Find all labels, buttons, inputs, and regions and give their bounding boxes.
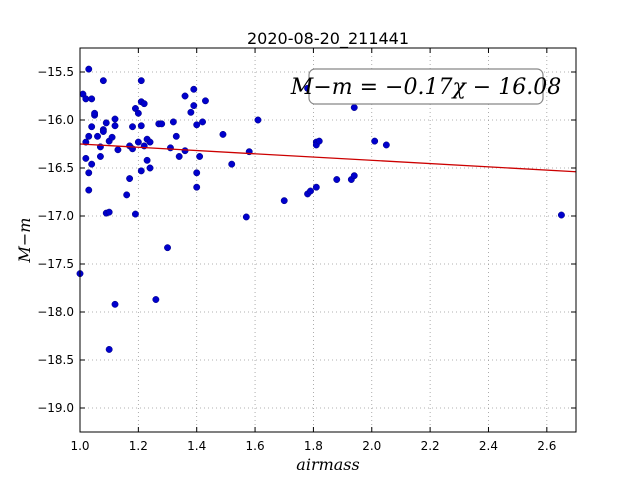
- data-point: [152, 296, 160, 303]
- data-point: [91, 109, 99, 117]
- data-point: [307, 187, 314, 195]
- data-point: [158, 120, 166, 128]
- data-point: [219, 130, 227, 138]
- data-point: [169, 118, 177, 126]
- y-axis-ticks: −15.5 −16.0 −16.5 −17.0 −17.5 −18.0 −18.5 −19.0: [37, 65, 576, 415]
- data-point: [333, 176, 341, 183]
- data-point: [190, 102, 198, 110]
- x-tick-label: 2.4: [479, 439, 498, 453]
- data-point: [88, 160, 96, 168]
- x-tick-label: 1.0: [70, 439, 89, 453]
- data-point: [164, 244, 171, 252]
- y-tick-label: −15.5: [37, 65, 74, 79]
- data-point: [82, 95, 90, 103]
- data-point: [99, 77, 107, 85]
- data-point: [315, 137, 323, 145]
- x-tick-label: 1.4: [187, 439, 206, 453]
- data-point: [108, 133, 116, 141]
- data-point: [193, 121, 201, 129]
- y-tick-label: −17.0: [37, 209, 74, 223]
- data-point: [196, 153, 204, 160]
- data-point: [102, 119, 110, 127]
- data-point: [111, 115, 119, 123]
- data-points: [76, 65, 565, 353]
- data-point: [111, 122, 119, 130]
- data-point: [123, 191, 131, 199]
- grid-lines: [79, 48, 576, 432]
- data-point: [94, 132, 101, 140]
- data-point: [85, 169, 93, 177]
- y-tick-label: −17.5: [37, 257, 74, 271]
- data-point: [146, 164, 154, 172]
- data-point: [280, 197, 288, 205]
- data-point: [131, 210, 139, 218]
- data-point: [199, 118, 206, 126]
- data-point: [242, 213, 250, 221]
- data-point: [137, 167, 145, 175]
- data-point: [146, 138, 154, 146]
- x-axis-label: airmass: [296, 455, 359, 474]
- fit-equation-box: M−m = −0.17χ − 16.08: [290, 68, 561, 105]
- data-point: [382, 141, 390, 149]
- x-tick-label: 2.2: [421, 439, 440, 453]
- data-point: [371, 137, 379, 145]
- data-point: [111, 300, 119, 308]
- plot-frame: [79, 47, 577, 433]
- data-point: [140, 100, 148, 108]
- data-point: [187, 108, 195, 116]
- data-point: [88, 123, 96, 131]
- data-point: [190, 85, 198, 93]
- data-point: [85, 132, 93, 140]
- x-tick-label: 2.6: [537, 439, 556, 453]
- data-point: [350, 104, 358, 111]
- data-point: [228, 160, 236, 168]
- data-point: [134, 138, 142, 146]
- x-tick-label: 1.6: [246, 439, 265, 453]
- data-point: [175, 153, 183, 160]
- data-point: [129, 123, 136, 131]
- fit-equation: M−m = −0.17χ − 16.08: [290, 75, 561, 100]
- chart-title: 2020-08-20_211441: [247, 29, 409, 49]
- y-tick-label: −16.0: [37, 113, 74, 127]
- data-point: [114, 146, 122, 154]
- data-point: [99, 128, 107, 135]
- y-axis-label: M−m: [15, 218, 34, 264]
- data-point: [82, 154, 90, 162]
- y-tick-label: −19.0: [37, 401, 74, 415]
- data-point: [557, 211, 565, 219]
- data-point: [85, 65, 93, 73]
- data-point: [105, 208, 113, 216]
- data-point: [193, 169, 201, 177]
- y-tick-label: −18.5: [37, 353, 74, 367]
- fit-line: [79, 143, 577, 173]
- data-point: [181, 147, 189, 155]
- data-point: [137, 77, 145, 85]
- data-point: [172, 132, 180, 140]
- data-point: [312, 183, 320, 191]
- y-tick-label: −16.5: [37, 161, 74, 175]
- data-point: [137, 122, 145, 130]
- data-point: [143, 156, 151, 164]
- data-point: [105, 345, 113, 353]
- data-point: [181, 92, 189, 100]
- x-axis-ticks: 1.0 1.2 1.4 1.6 1.8 2.0 2.2 2.4 2.6: [70, 48, 556, 453]
- x-tick-label: 1.2: [129, 439, 148, 453]
- data-point: [88, 95, 96, 103]
- data-point: [126, 175, 134, 183]
- y-tick-label: −18.0: [37, 305, 74, 319]
- data-point: [96, 153, 104, 160]
- data-point: [254, 116, 262, 124]
- data-point: [350, 172, 358, 180]
- x-tick-label: 1.8: [304, 439, 323, 453]
- data-point: [85, 186, 93, 194]
- data-point: [134, 109, 142, 117]
- data-point: [202, 97, 209, 105]
- x-tick-label: 2.0: [362, 439, 381, 453]
- data-point: [193, 183, 201, 191]
- data-point: [166, 144, 174, 152]
